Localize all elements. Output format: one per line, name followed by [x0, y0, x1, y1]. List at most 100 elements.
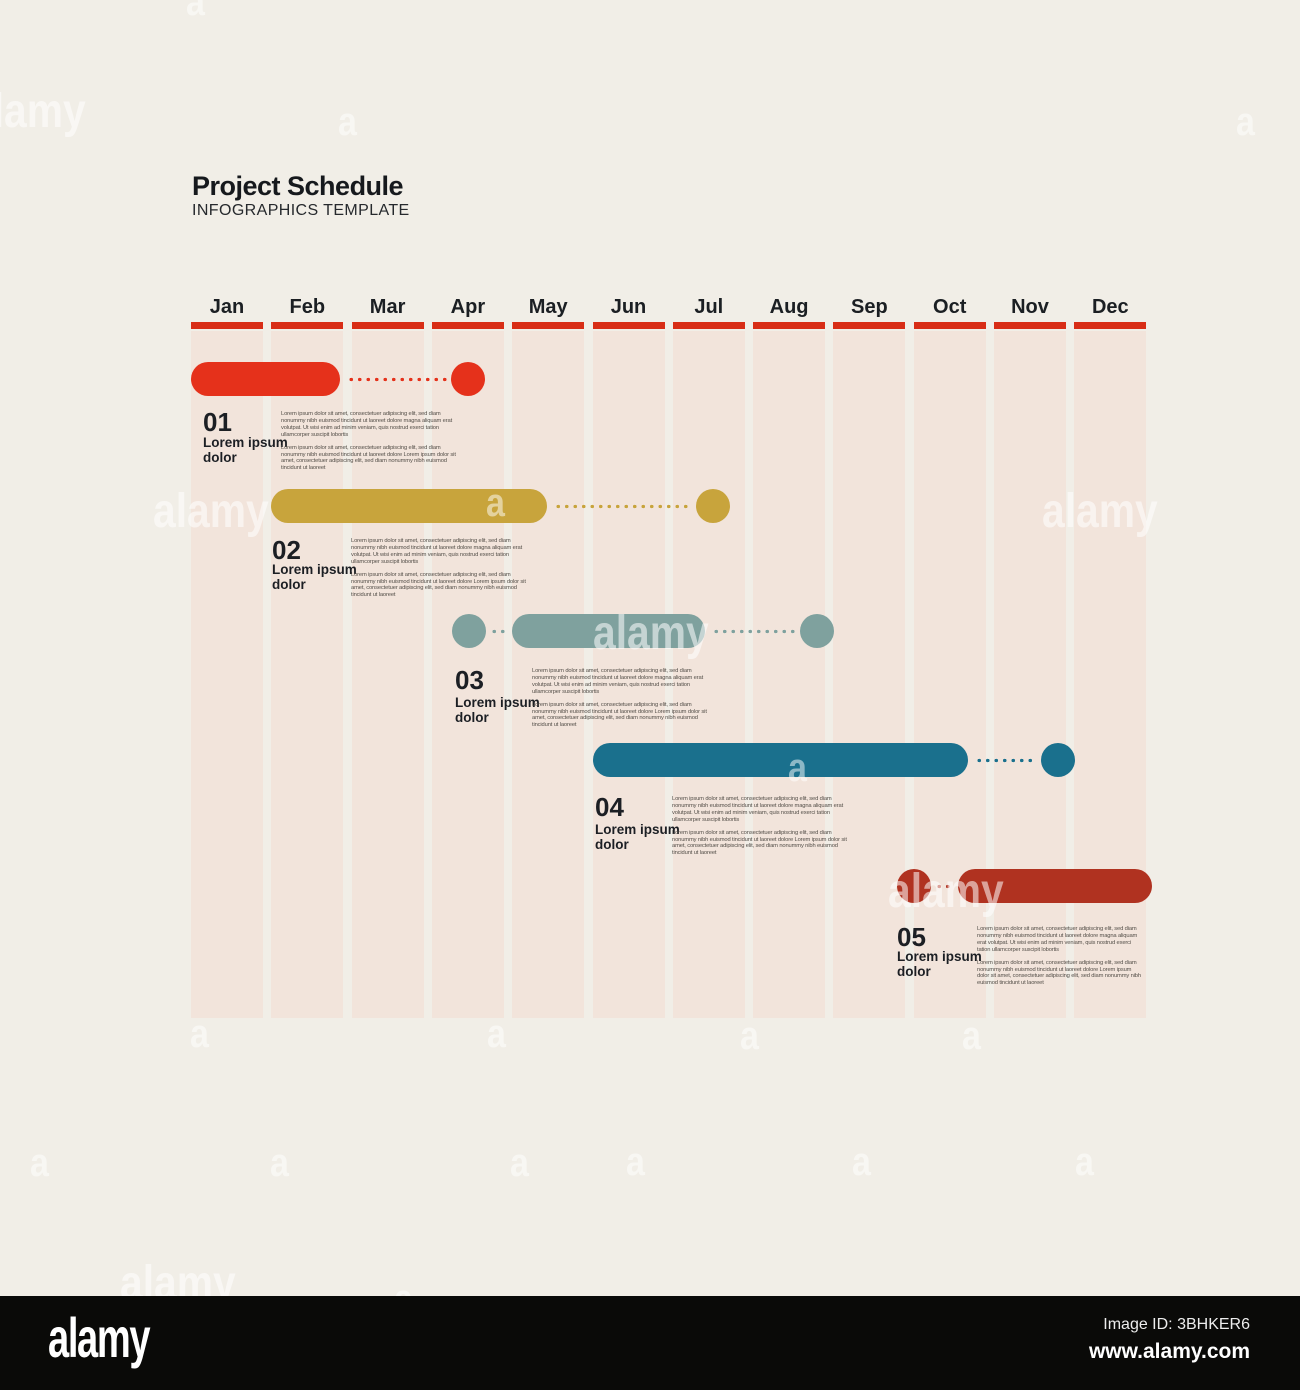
task-dotted-connector [489, 628, 506, 634]
task-label: Lorem ipsum dolor [897, 949, 982, 979]
month-column [592, 331, 665, 1018]
task-paragraph: Lorem ipsum dolor sit amet, consectetuer… [281, 444, 456, 472]
task-number: 04 [595, 792, 624, 822]
month-column [431, 331, 504, 1018]
alamy-watermark-letter: a [1075, 1140, 1094, 1184]
month-column [833, 331, 906, 1018]
task-label: Lorem ipsum dolor [272, 562, 357, 592]
task-dotted-connector [346, 376, 448, 382]
footer-credit: Image ID: 3BHKER6 www.alamy.com [1089, 1316, 1250, 1364]
task-bar [957, 869, 1153, 903]
task-dotted-connector [975, 757, 1038, 763]
alamy-logo: alamy [48, 1306, 151, 1369]
task-description: Lorem ipsum dolor sit amet, consectetuer… [351, 538, 531, 605]
month-label: Dec [1091, 296, 1129, 318]
month-column [191, 331, 263, 1018]
month-label: Sep [851, 296, 888, 318]
milestone-circle [451, 362, 486, 396]
month-column [271, 331, 344, 1018]
task-label: Lorem ipsum dolor [455, 695, 540, 725]
alamy-watermark-letter: a [510, 1141, 529, 1185]
task-paragraph: Lorem ipsum dolor sit amet, consectetuer… [672, 796, 844, 823]
alamy-watermark-letter: a [962, 1014, 981, 1058]
image-id-text: Image ID: 3BHKER6 [1103, 1316, 1250, 1333]
month-underline [913, 322, 986, 329]
month-underline [672, 322, 745, 329]
alamy-watermark-letter: a [852, 1140, 871, 1184]
task-bar [271, 489, 547, 523]
month-underline [351, 322, 424, 329]
month-label: Jan [209, 296, 245, 318]
month-label: Feb [289, 296, 326, 318]
month-label: Mar [369, 296, 406, 318]
pre-milestone-circle [451, 614, 486, 648]
alamy-watermark-letter: a [30, 1141, 49, 1185]
task-paragraph: Lorem ipsum dolor sit amet, consectetuer… [977, 959, 1141, 987]
task-dotted-connector [553, 503, 692, 509]
month-label: Nov [1011, 296, 1049, 318]
milestone-circle [800, 614, 835, 648]
alamy-watermark-letter: a [338, 100, 357, 144]
alamy-url: www.alamy.com [1088, 1340, 1250, 1363]
task-paragraph: Lorem ipsum dolor sit amet, consectetuer… [532, 668, 704, 695]
alamy-watermark-letter: a [626, 1140, 645, 1184]
month-label: Apr [450, 296, 486, 318]
task-dotted-connector [934, 883, 951, 889]
month-column [753, 331, 826, 1018]
task-bar [592, 743, 969, 777]
task-description: Lorem ipsum dolor sit amet, consectetuer… [532, 668, 714, 735]
footer-bar: alamy Image ID: 3BHKER6 www.alamy.com [0, 1296, 1300, 1390]
task-bar [191, 362, 340, 396]
month-underline [753, 322, 826, 329]
task-number: 01 [203, 407, 232, 437]
task-number: 03 [455, 665, 484, 695]
task-paragraph: Lorem ipsum dolor sit amet, consectetuer… [532, 701, 707, 729]
alamy-watermark-letter: a [186, 0, 205, 24]
alamy-watermark-letter: a [190, 1012, 209, 1056]
alamy-watermark-letter: a [740, 1014, 759, 1058]
page-title: Project Schedule [192, 171, 404, 201]
month-column [1074, 331, 1147, 1018]
month-underline [994, 322, 1066, 329]
month-column [512, 331, 585, 1018]
task-paragraph: Lorem ipsum dolor sit amet, consectetuer… [281, 411, 453, 438]
month-underline [592, 322, 665, 329]
month-column [351, 331, 424, 1018]
task-label: Lorem ipsum dolor [203, 435, 288, 465]
month-underline [431, 322, 504, 329]
task-bar [512, 614, 705, 648]
month-label: Aug [769, 296, 809, 318]
alamy-watermark-letter: a [1236, 100, 1255, 144]
milestone-circle [695, 489, 730, 523]
month-underline [1074, 322, 1147, 329]
month-label: May [528, 296, 568, 318]
month-column [913, 331, 986, 1018]
month-column [994, 331, 1066, 1018]
month-underline [191, 322, 263, 329]
task-paragraph: Lorem ipsum dolor sit amet, consectetuer… [351, 538, 523, 565]
alamy-watermark-word: alamy [0, 85, 86, 138]
month-underline [833, 322, 906, 329]
month-underline [512, 322, 585, 329]
task-description: Lorem ipsum dolor sit amet, consectetuer… [977, 926, 1142, 993]
month-label: Jul [694, 296, 724, 318]
month-underline [271, 322, 344, 329]
task-paragraph: Lorem ipsum dolor sit amet, consectetuer… [351, 571, 526, 599]
pre-milestone-circle [896, 869, 931, 903]
task-number: 02 [272, 535, 301, 565]
task-label: Lorem ipsum dolor [595, 822, 680, 852]
month-column [672, 331, 745, 1018]
month-label: Oct [933, 296, 967, 318]
month-label: Jun [610, 296, 647, 318]
alamy-watermark-letter: a [487, 1012, 506, 1056]
task-description: Lorem ipsum dolor sit amet, consectetuer… [281, 411, 461, 478]
task-paragraph: Lorem ipsum dolor sit amet, consectetuer… [977, 926, 1138, 953]
page-subtitle: INFOGRAPHICS TEMPLATE [192, 202, 410, 219]
task-dotted-connector [711, 628, 797, 634]
alamy-watermark-letter: a [270, 1141, 289, 1185]
task-description: Lorem ipsum dolor sit amet, consectetuer… [672, 796, 854, 863]
task-number: 05 [897, 922, 926, 952]
milestone-circle [1041, 743, 1076, 777]
task-paragraph: Lorem ipsum dolor sit amet, consectetuer… [672, 829, 847, 857]
